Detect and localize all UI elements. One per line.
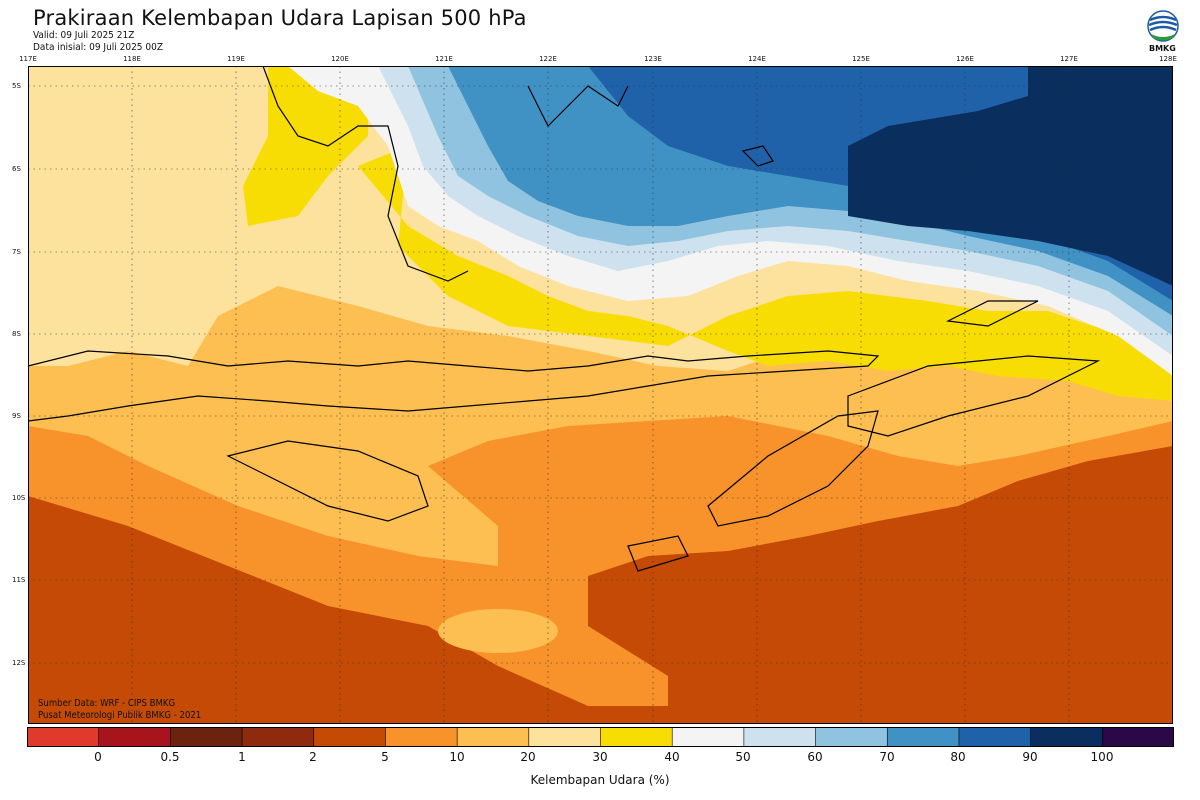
legend-label: 5 <box>381 750 389 764</box>
map-gridlines <box>28 66 1173 724</box>
humidity-map <box>28 66 1173 724</box>
coastline <box>527 85 629 128</box>
logo-label: BMKG <box>1149 44 1176 53</box>
legend-swatch <box>528 727 602 747</box>
legend-swatch <box>600 727 673 747</box>
initial-time: Data inisial: 09 Juli 2025 00Z <box>33 42 163 53</box>
humidity-band-yellow <box>358 146 1173 401</box>
legend-swatch <box>1102 727 1174 747</box>
legend-label: 20 <box>520 750 536 764</box>
x-tick: 121E <box>435 55 453 63</box>
legend-swatch <box>98 727 172 747</box>
map-title: Prakiraan Kelembapan Udara Lapisan 500 h… <box>33 6 527 30</box>
bmkg-logo-icon <box>1147 10 1179 42</box>
legend-label: 40 <box>664 750 680 764</box>
x-tick: 123E <box>644 55 662 63</box>
coastline <box>28 350 880 422</box>
legend-swatch <box>815 727 889 747</box>
legend-label: 0 <box>94 750 102 764</box>
coastline <box>627 535 689 572</box>
legend-label: 80 <box>950 750 966 764</box>
x-tick: 122E <box>539 55 557 63</box>
humidity-band-navy <box>848 66 1173 286</box>
legend-label: 30 <box>592 750 608 764</box>
legend-label: 2 <box>309 750 317 764</box>
legend-swatch <box>886 727 960 747</box>
credit-publisher: Pusat Meteorologi Publik BMKG - 2021 <box>38 710 202 721</box>
legend-swatch <box>958 727 1032 747</box>
x-tick: 119E <box>227 55 245 63</box>
y-tick: 9S <box>12 412 21 420</box>
y-tick: 8S <box>12 330 21 338</box>
y-tick: 11S <box>12 576 26 584</box>
legend-label: 0.5 <box>160 750 180 764</box>
legend-label: 50 <box>735 750 751 764</box>
y-tick: 6S <box>12 165 21 173</box>
legend-swatch <box>241 727 315 747</box>
coastline <box>847 355 1101 437</box>
x-tick: 128E <box>1159 55 1177 63</box>
x-tick: 126E <box>956 55 974 63</box>
coastline <box>707 410 879 527</box>
coastline <box>741 145 774 167</box>
legend-label: 60 <box>807 750 823 764</box>
credit-source: Sumber Data: WRF - CIPS BMKG <box>38 698 176 709</box>
y-tick: 10S <box>12 494 26 502</box>
y-tick: 12S <box>12 659 26 667</box>
legend-swatch <box>313 727 387 747</box>
color-legend <box>27 727 1174 747</box>
x-tick: 117E <box>19 55 37 63</box>
legend-label: 100 <box>1090 750 1114 764</box>
valid-time: Valid: 09 Juli 2025 21Z <box>33 30 135 41</box>
x-tick: 118E <box>123 55 141 63</box>
x-tick: 120E <box>331 55 349 63</box>
coastline <box>945 300 1039 327</box>
coastline <box>226 440 429 522</box>
legend-title: Kelembapan Udara (%) <box>530 773 670 787</box>
legend-swatch <box>456 727 530 747</box>
legend-swatch <box>27 727 100 747</box>
x-tick: 124E <box>748 55 766 63</box>
y-tick: 7S <box>12 248 21 256</box>
x-tick: 125E <box>852 55 870 63</box>
legend-swatch <box>1030 727 1104 747</box>
legend-label: 10 <box>449 750 465 764</box>
legend-swatch <box>671 727 745 747</box>
humidity-patch-semi-dry <box>438 609 558 653</box>
legend-swatch <box>385 727 458 747</box>
legend-swatch <box>170 727 243 747</box>
humidity-band-yellow <box>243 66 368 226</box>
y-tick: 5S <box>12 82 21 90</box>
coastline <box>262 66 469 282</box>
legend-label: 1 <box>238 750 246 764</box>
map-frame <box>28 66 1173 724</box>
legend-label: 90 <box>1022 750 1038 764</box>
legend-label: 70 <box>879 750 895 764</box>
legend-swatch <box>743 727 817 747</box>
x-tick: 127E <box>1060 55 1078 63</box>
